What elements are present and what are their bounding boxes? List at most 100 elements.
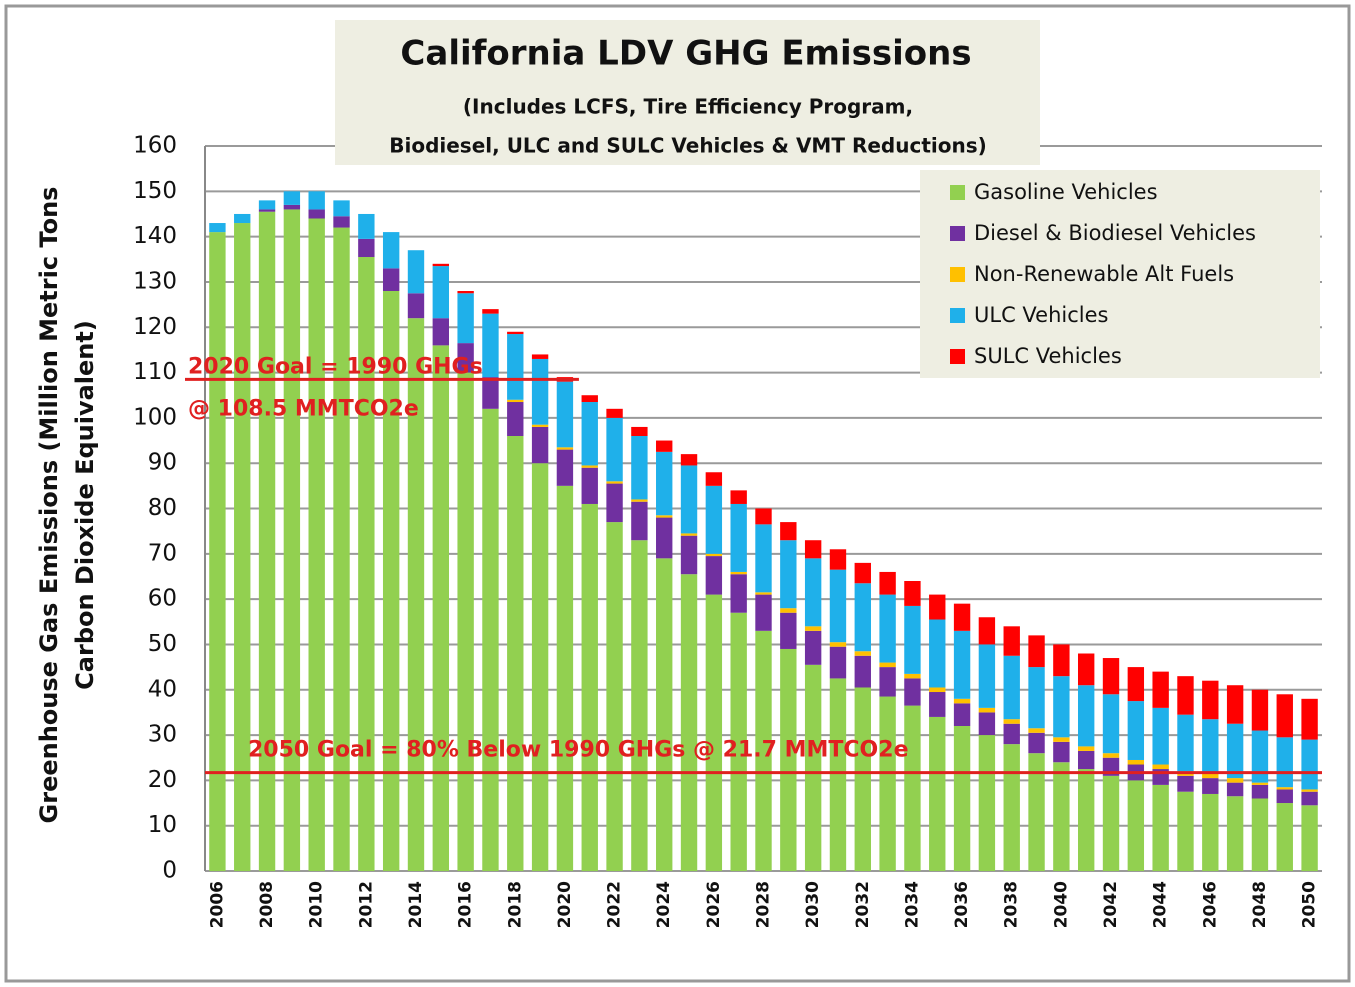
bar-segment	[1251, 730, 1269, 783]
bar-segment	[755, 592, 772, 595]
bar-segment	[829, 549, 847, 570]
bar-segment	[904, 673, 921, 679]
bar-segment	[358, 238, 375, 258]
x-tick-label: 2018	[505, 881, 525, 928]
bar-segment	[755, 508, 772, 525]
x-tick-label: 2024	[654, 881, 674, 928]
bar-segment	[1301, 791, 1318, 806]
bar-segment	[904, 705, 921, 871]
bar-segment	[606, 483, 623, 523]
bar-segment	[1202, 793, 1219, 871]
x-tick-label: 2026	[704, 881, 724, 928]
bar-segment	[606, 417, 623, 482]
bar-segment	[333, 227, 350, 871]
bar-segment	[606, 481, 623, 484]
bar-segment	[1251, 798, 1269, 871]
bar-segment	[283, 204, 301, 210]
bar-segment	[581, 467, 598, 504]
bar-segment	[258, 209, 276, 212]
goal-annotation: 2020 Goal = 1990 GHGs	[188, 354, 483, 379]
legend-label: SULC Vehicles	[974, 344, 1122, 368]
chart-title: California LDV GHG Emissions	[400, 34, 971, 74]
x-tick-label: 2032	[853, 881, 873, 928]
bar-segment	[507, 399, 524, 403]
y-tick-label: 120	[133, 314, 177, 340]
legend-label: Non-Renewable Alt Fuels	[974, 262, 1234, 286]
bar-segment	[978, 707, 996, 713]
bar-segment	[432, 318, 450, 346]
bar-segment	[258, 200, 276, 210]
bar-segment	[333, 216, 350, 228]
bar-segment	[1077, 746, 1095, 751]
bar-segment	[680, 574, 698, 871]
bar-segment	[829, 569, 847, 643]
bar-segment	[457, 343, 474, 373]
bar-segment	[556, 449, 574, 486]
bar-segment	[1053, 676, 1070, 738]
bar-segment	[1251, 784, 1269, 799]
bar-segment	[631, 499, 648, 502]
bar-segment	[978, 644, 996, 708]
bar-segment	[1053, 737, 1070, 742]
x-tick-label: 2020	[555, 881, 575, 928]
bar-segment	[1003, 655, 1020, 720]
bar-segment	[1127, 780, 1145, 871]
bar-segment	[358, 213, 375, 239]
bar-segment	[656, 558, 673, 871]
bar-segment	[829, 642, 847, 647]
bar-segment	[780, 522, 797, 541]
legend-label: Diesel & Biodiesel Vehicles	[974, 221, 1256, 245]
bar-segment	[780, 608, 797, 613]
y-tick-label: 60	[148, 586, 177, 612]
bar-segment	[879, 667, 896, 697]
y-tick-label: 20	[148, 767, 177, 793]
bar-segment	[1003, 723, 1020, 745]
bar-segment	[1003, 626, 1020, 656]
bar-segment	[407, 318, 425, 871]
bar-segment	[730, 490, 747, 504]
bar-segment	[804, 558, 822, 627]
bar-segment	[1152, 764, 1169, 770]
bar-segment	[1053, 741, 1070, 763]
bar-segment	[631, 436, 648, 500]
bar-segment	[283, 209, 301, 871]
bar-segment	[680, 465, 698, 534]
x-tick-label: 2038	[1002, 881, 1022, 928]
bar-segment	[854, 687, 871, 871]
bar-segment	[1301, 698, 1318, 740]
bar-segment	[1226, 778, 1244, 783]
bar-segment	[929, 716, 946, 871]
bar-segment	[953, 603, 971, 631]
x-tick-label: 2040	[1051, 881, 1071, 928]
bar-segment	[1077, 653, 1095, 686]
x-tick-label: 2014	[406, 881, 426, 928]
bar-segment	[1226, 685, 1244, 724]
x-tick-label: 2046	[1200, 881, 1220, 928]
x-tick-label: 2036	[952, 881, 972, 928]
bar-segment	[1177, 791, 1194, 871]
bar-segment	[531, 463, 549, 871]
chart-subtitle: (Includes LCFS, Tire Efficiency Program,	[463, 95, 913, 119]
bar-segment	[1003, 744, 1020, 871]
bar-segment	[854, 655, 871, 688]
bar-segment	[1102, 753, 1120, 758]
bar-segment	[953, 703, 971, 726]
frame	[4, 4, 1351, 983]
bar-segment	[705, 556, 723, 595]
bar-segment	[1276, 737, 1293, 788]
bar-segment	[507, 334, 524, 400]
bar-segment	[1301, 805, 1318, 871]
bar-segment	[606, 408, 623, 418]
bar-segment	[1028, 732, 1045, 754]
y-tick-label: 130	[133, 268, 177, 294]
bar-segment	[1127, 667, 1145, 702]
legend-label: ULC Vehicles	[974, 303, 1108, 327]
bar-segment	[581, 465, 598, 468]
bar-segment	[1152, 671, 1169, 708]
x-tick-label: 2006	[207, 881, 227, 928]
x-tick-label: 2016	[456, 881, 476, 928]
bar-segment	[531, 358, 549, 425]
bar-segment	[978, 617, 996, 645]
bar-segment	[755, 524, 772, 593]
bar-segment	[656, 451, 673, 516]
